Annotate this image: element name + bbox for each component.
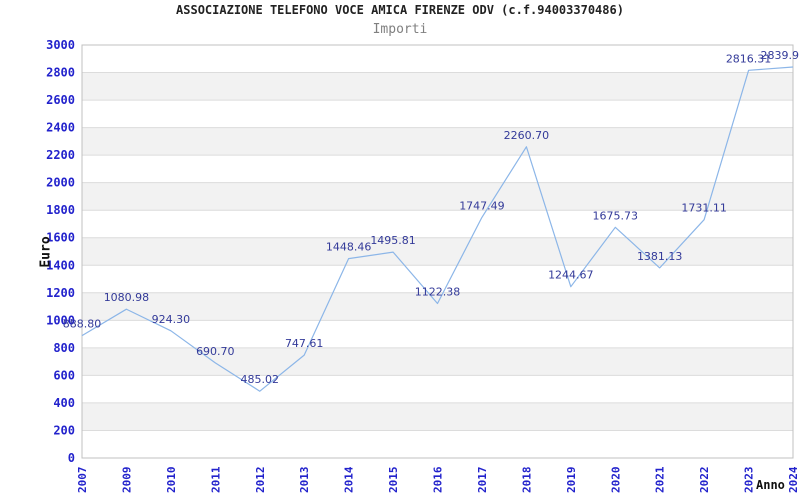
y-tick-label: 1600 [46,231,75,245]
point-value-label: 1381.13 [637,250,683,263]
x-tick-label: 2021 [654,466,667,493]
x-tick-label: 2012 [254,467,267,494]
point-value-label: 1675.73 [593,209,639,222]
x-tick-label: 2017 [476,467,489,494]
y-axis-title: Euro [38,236,54,268]
x-tick-label: 2009 [120,467,133,494]
point-value-label: 485.02 [241,373,280,386]
point-value-label: 747.61 [285,337,324,350]
data-line-importi [81,66,794,392]
y-tick-label: 1800 [46,203,75,217]
x-tick-label: 2010 [165,467,178,494]
row-band [82,402,793,431]
y-tick-label: 2400 [46,121,75,135]
y-tick-label: 200 [53,423,75,437]
x-tick-label: 2014 [343,466,356,493]
point-value-label: 1448.46 [326,241,372,254]
y-tick-label: 2000 [46,176,75,190]
point-value-label: 1495.81 [370,234,416,247]
plot-row-bands [82,72,793,431]
row-band [82,292,793,321]
row-band [82,237,793,266]
point-value-label: 1731.11 [681,202,727,215]
x-tick-label: 2016 [432,466,445,493]
x-tick-label: 2007 [76,467,89,494]
x-tick-label: 2024 [787,466,800,493]
row-band [82,347,793,376]
point-value-label: 2816.31 [726,52,772,65]
row-band [82,72,793,101]
row-band [82,127,793,156]
y-tick-labels: 0 200 400 600 800 1000 1200 1400 1600 1800 2000 220… [46,38,75,465]
point-value-label: 1122.38 [415,285,461,298]
point-value-label: 690.70 [196,345,235,358]
point-value-label: 1244.67 [548,269,594,282]
y-tick-label: 600 [53,368,75,382]
y-tick-label: 1400 [46,258,75,272]
y-tick-label: 3000 [46,38,75,52]
y-tick-label: 2200 [46,148,75,162]
y-tick-label: 800 [53,341,75,355]
chart-title: ASSOCIAZIONE TELEFONO VOCE AMICA FIRENZE… [176,3,624,17]
y-tick-label: 2600 [46,93,75,107]
chart-subtitle: Importi [372,22,428,37]
x-tick-label: 2013 [298,467,311,494]
y-tick-label: 1200 [46,286,75,300]
y-tick-label: 0 [68,451,75,465]
point-value-label: 1747.49 [459,199,505,212]
point-value-label: 1080.98 [104,291,150,304]
point-value-label: 2839.9 [761,49,800,62]
x-tick-label: 2020 [609,467,622,494]
y-tick-label: 400 [53,396,75,410]
point-value-label: 2260.70 [504,129,550,142]
point-value-label: 888.80 [63,318,102,331]
x-tick-label: 2019 [565,467,578,494]
y-tick-label: 2800 [46,66,75,80]
x-tick-label: 2018 [520,467,533,494]
y-tick-label: 1000 [46,313,75,327]
x-axis-title: Anno [756,478,785,492]
x-tick-label: 2022 [698,467,711,494]
row-band [82,182,793,211]
point-value-label: 924.30 [152,313,191,326]
x-tick-label: 2011 [209,466,222,493]
x-tick-label: 2015 [387,467,400,494]
x-tick-labels: 2007 2009 2010 2011 2012 2013 2014 2015 2016 2017… [76,466,800,493]
x-tick-label: 2023 [743,467,756,494]
plot-border [81,44,794,459]
